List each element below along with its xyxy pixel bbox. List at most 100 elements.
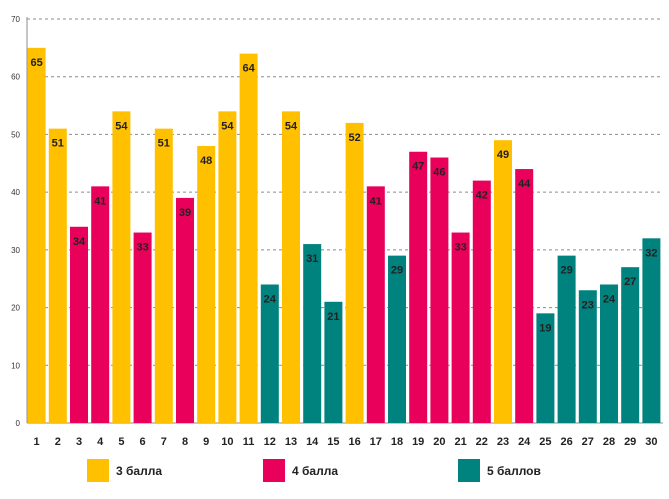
data-label: 29 [391,265,403,277]
x-tick-label: 29 [624,436,636,448]
x-tick-label: 7 [161,436,167,448]
x-tick-label: 1 [34,436,40,448]
bar-11 [239,53,258,423]
data-label: 33 [454,242,466,254]
bar-21 [451,232,470,423]
legend-label: 3 балла [116,464,162,478]
x-tick-label: 20 [433,436,445,448]
y-tick-label: 60 [11,73,20,82]
bar-5 [112,111,131,423]
bar-12 [260,284,279,423]
y-tick-label: 50 [11,130,20,139]
bar-4 [91,186,110,423]
data-label: 47 [412,161,424,173]
legend-swatch [458,459,480,482]
x-tick-label: 22 [476,436,488,448]
legend-swatch [263,459,285,482]
bar-18 [388,255,406,423]
data-label: 19 [539,322,551,334]
x-tick-label: 17 [370,436,382,448]
bar-28 [600,284,618,423]
data-label: 51 [52,138,64,150]
bar-8 [176,197,194,423]
bar-15 [324,301,343,423]
x-tick-label: 4 [97,436,104,448]
data-label: 51 [158,138,170,150]
data-label: 23 [582,299,594,311]
x-tick-label: 2 [55,436,61,448]
y-tick-label: 40 [11,188,20,197]
x-tick-label: 30 [645,436,657,448]
bar-26 [557,255,576,423]
data-label: 64 [242,63,255,75]
data-label: 34 [73,236,86,248]
bar-20 [430,157,449,423]
y-tick-label: 70 [11,15,20,24]
data-label: 46 [433,167,445,179]
x-tick-label: 13 [285,436,297,448]
bar-7 [154,128,173,423]
data-label: 54 [221,120,234,132]
bar-30 [642,238,661,423]
x-tick-label: 11 [243,436,255,448]
x-tick-label: 18 [391,436,403,448]
x-tick-label: 19 [412,436,424,448]
bar-2 [48,128,67,423]
x-tick-label: 21 [454,436,466,448]
x-tick-label: 5 [118,436,124,448]
data-label: 41 [94,195,106,207]
data-label: 54 [285,120,298,132]
data-label: 32 [645,247,657,259]
data-label: 24 [264,293,277,305]
x-tick-label: 3 [76,436,82,448]
x-tick-label: 6 [140,436,146,448]
data-label: 39 [179,207,191,219]
bar-10 [218,111,237,423]
y-tick-label: 10 [11,361,20,370]
legend-swatch [87,459,109,482]
bar-9 [197,145,216,423]
x-tick-label: 12 [264,436,276,448]
bar-13 [282,111,300,423]
data-label: 49 [497,149,509,161]
x-tick-label: 9 [203,436,209,448]
x-tick-label: 8 [182,436,188,448]
bar-23 [494,140,512,423]
bar-6 [133,232,152,423]
data-label: 42 [476,190,488,202]
y-tick-label: 0 [16,419,21,428]
legend-label: 4 балла [292,464,338,478]
data-label: 33 [136,242,148,254]
bar-14 [303,244,322,423]
x-tick-label: 28 [603,436,615,448]
bar-25 [536,313,555,423]
x-tick-label: 23 [497,436,509,448]
bar-16 [345,122,364,423]
bar-22 [472,180,491,423]
y-tick-label: 30 [11,246,20,255]
x-tick-label: 15 [327,436,339,448]
x-tick-label: 25 [539,436,551,448]
data-label: 41 [370,195,382,207]
data-label: 52 [348,132,360,144]
bar-19 [409,151,428,423]
bar-29 [621,267,640,423]
data-label: 21 [327,311,339,323]
bar-24 [515,169,534,423]
data-label: 27 [624,276,636,288]
bar-3 [70,226,88,423]
bar-27 [578,290,597,423]
bar-1 [27,47,46,423]
data-label: 31 [306,253,318,265]
data-label: 48 [200,155,212,167]
data-label: 24 [603,293,616,305]
data-label: 65 [30,57,42,69]
x-tick-label: 24 [518,436,531,448]
data-label: 29 [560,265,572,277]
legend-label: 5 баллов [487,464,541,478]
x-tick-label: 27 [582,436,594,448]
data-label: 54 [115,120,128,132]
data-label: 44 [518,178,531,190]
x-tick-label: 14 [306,436,319,448]
